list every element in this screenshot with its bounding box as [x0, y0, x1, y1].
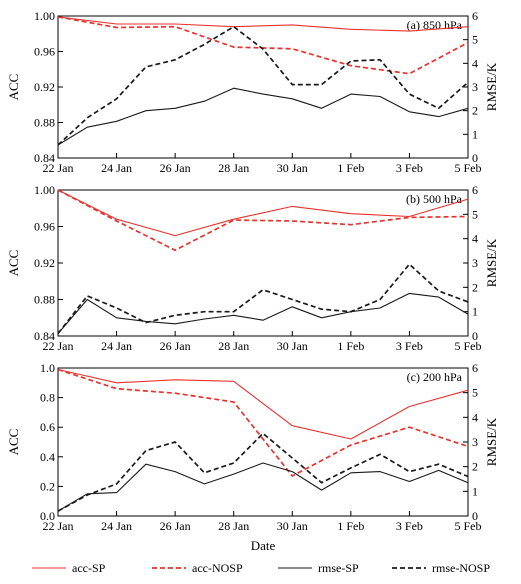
series-line-acc-sp — [57, 16, 469, 32]
panel-2: 0.84 0.88 0.92 0.96 1.00 0 1 2 3 4 5 6 22 Jan 24 Jan 2… — [6, 183, 499, 353]
x-tick-label: 24 Jan — [101, 339, 132, 353]
series-line-acc-nosp — [57, 189, 469, 252]
right-y-tick-label: 2 — [472, 460, 478, 474]
right-y-tick-label: 0 — [472, 151, 478, 165]
right-y-tick-label: 0 — [472, 329, 478, 343]
x-tick-label: 22 Jan — [43, 339, 74, 353]
legend-label-acc-sp: acc-SP — [72, 561, 106, 575]
panel-title: (c) 200 hPa — [407, 370, 463, 384]
right-y-tick-label: 3 — [472, 435, 478, 449]
right-y-tick-label: 2 — [472, 280, 478, 294]
x-tick-label: 26 Jan — [160, 161, 191, 175]
x-tick-label: 3 Feb — [396, 161, 423, 175]
left-y-tick-label: 0.96 — [34, 220, 55, 234]
right-y-tick-label: 6 — [472, 9, 478, 23]
left-y-tick-label: 0.8 — [40, 391, 55, 405]
panel-1: 0.84 0.88 0.92 0.96 1.00 0 1 2 3 4 5 6 22 Jan 24 Jan 2… — [6, 9, 499, 175]
x-tick-label: 5 Feb — [455, 161, 482, 175]
legend-label-acc-nosp: acc-NOSP — [192, 561, 243, 575]
x-tick-label: 26 Jan — [160, 519, 191, 533]
x-tick-label: 3 Feb — [396, 519, 423, 533]
left-y-tick-label: 1.00 — [34, 9, 55, 23]
panel-title: (a) 850 hPa — [407, 18, 463, 32]
panel-3: 0.0 0.2 0.4 0.6 0.8 1.0 0 1 2 3 4 5 6 22 Jan 24 Jan 26 … — [6, 361, 499, 553]
x-axis-label: Date — [251, 538, 276, 553]
right-y-tick-label: 5 — [472, 33, 478, 47]
x-tick-label: 5 Feb — [455, 339, 482, 353]
x-tick-label: 1 Feb — [337, 339, 364, 353]
left-y-tick-label: 0.2 — [40, 479, 55, 493]
series-line-acc-nosp — [57, 368, 469, 477]
x-tick-label: 1 Feb — [337, 161, 364, 175]
left-y-tick-label: 0.4 — [40, 450, 55, 464]
series-line-rmse-nosp — [57, 432, 469, 512]
legend-label-rmse-nosp: rmse-NOSP — [432, 561, 490, 575]
x-tick-label: 24 Jan — [101, 161, 132, 175]
x-tick-label: 28 Jan — [218, 161, 249, 175]
right-y-tick-label: 1 — [472, 127, 478, 141]
series-line-acc-nosp — [57, 16, 469, 75]
x-tick-label: 30 Jan — [277, 161, 308, 175]
left-axis-label: ACC — [6, 429, 21, 456]
left-y-tick-label: 0.6 — [40, 420, 55, 434]
left-y-tick-label: 1.00 — [34, 183, 55, 197]
right-y-tick-label: 3 — [472, 80, 478, 94]
left-y-tick-label: 0.84 — [34, 329, 55, 343]
right-y-tick-label: 5 — [472, 207, 478, 221]
left-y-tick-label: 1.0 — [40, 361, 55, 375]
right-y-tick-label: 6 — [472, 361, 478, 375]
right-y-tick-label: 1 — [472, 305, 478, 319]
series-line-rmse-nosp — [57, 25, 469, 146]
left-y-tick-label: 0.92 — [34, 80, 55, 94]
right-y-tick-label: 4 — [472, 410, 478, 424]
legend-label-rmse-sp: rmse-SP — [318, 561, 359, 575]
series-line-rmse-sp — [57, 87, 469, 146]
plot-frame — [57, 367, 469, 517]
left-y-tick-label: 0.88 — [34, 116, 55, 130]
x-tick-label: 22 Jan — [43, 519, 74, 533]
x-tick-label: 22 Jan — [43, 161, 74, 175]
left-y-tick-label: 0.84 — [34, 151, 55, 165]
series-line-acc-sp — [57, 189, 469, 237]
x-tick-label: 24 Jan — [101, 519, 132, 533]
right-axis-label: RMSE/K — [484, 417, 499, 466]
right-y-tick-label: 0 — [472, 509, 478, 523]
panel-title: (b) 500 hPa — [406, 192, 463, 206]
left-y-tick-label: 0.96 — [34, 45, 55, 59]
left-axis-label: ACC — [6, 74, 21, 101]
right-axis-label: RMSE/K — [484, 62, 499, 111]
legend: acc-SP acc-NOSP rmse-SP rmse-NOSP — [32, 561, 490, 575]
x-tick-label: 28 Jan — [218, 519, 249, 533]
right-y-tick-label: 3 — [472, 256, 478, 270]
left-y-tick-label: 0.0 — [40, 509, 55, 523]
x-tick-label: 30 Jan — [277, 339, 308, 353]
x-tick-label: 30 Jan — [277, 519, 308, 533]
series-line-rmse-sp — [57, 292, 469, 334]
x-tick-label: 26 Jan — [160, 339, 191, 353]
right-y-tick-label: 6 — [472, 183, 478, 197]
x-tick-label: 3 Feb — [396, 339, 423, 353]
series-line-rmse-nosp — [57, 263, 469, 335]
series-line-acc-sp — [57, 368, 469, 440]
right-axis-label: RMSE/K — [484, 238, 499, 287]
right-y-tick-label: 2 — [472, 104, 478, 118]
left-y-tick-label: 0.92 — [34, 256, 55, 270]
x-tick-label: 28 Jan — [218, 339, 249, 353]
plot-frame — [57, 189, 469, 337]
right-y-tick-label: 5 — [472, 386, 478, 400]
plot-frame — [57, 15, 469, 159]
x-tick-label: 1 Feb — [337, 519, 364, 533]
right-y-tick-label: 4 — [472, 56, 478, 70]
right-y-tick-label: 1 — [472, 484, 478, 498]
right-y-tick-label: 4 — [472, 232, 478, 246]
series-line-rmse-sp — [57, 462, 469, 512]
x-tick-label: 5 Feb — [455, 519, 482, 533]
left-axis-label: ACC — [6, 250, 21, 277]
left-y-tick-label: 0.88 — [34, 293, 55, 307]
